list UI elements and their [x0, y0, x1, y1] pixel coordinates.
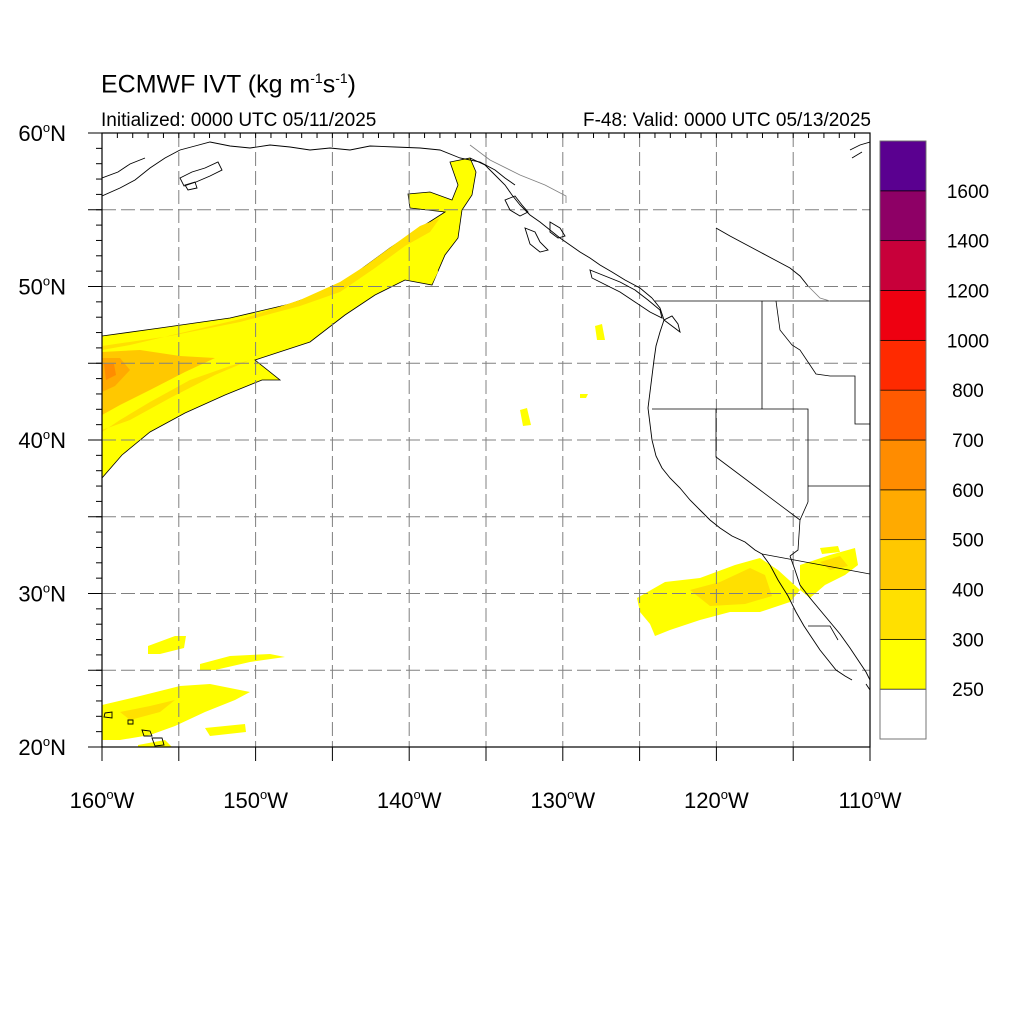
colorbar: 250 300 400 500 600 700 800 1000 1200 1400 1600 — [879, 140, 989, 740]
x-tick-label: 120oW — [684, 787, 749, 813]
colorbar-box — [879, 240, 927, 291]
colorbar-box — [879, 489, 927, 541]
initialized-time: Initialized: 0000 UTC 05/11/2025 — [101, 110, 377, 131]
colorbar-frame — [879, 140, 927, 740]
map-title: ECMWF IVT (kg m-1s-1) — [101, 70, 356, 99]
x-tick-label: 110oW — [838, 787, 901, 813]
colorbar-label: 400 — [952, 581, 984, 602]
x-tick-label: 140oW — [377, 787, 442, 813]
valid-time: F-48: Valid: 0000 UTC 05/13/2025 — [583, 110, 871, 131]
colorbar-box — [879, 638, 927, 690]
colorbar-label: 1400 — [947, 232, 989, 253]
colorbar-label: 600 — [952, 481, 984, 502]
west-coast — [647, 297, 763, 555]
colorbar-label: 1000 — [947, 331, 989, 352]
colorbar-box — [879, 190, 927, 242]
colorbar-box — [879, 339, 927, 391]
x-tick-label: 130oW — [530, 787, 595, 813]
axis-tick-labels: 160oW 150oW 140oW 130oW 120oW 110oW 20oN 30oN 40… — [18, 120, 901, 813]
axis-ticks — [88, 132, 871, 761]
ivt-shading — [102, 157, 858, 747]
x-tick-label: 160oW — [70, 787, 135, 813]
colorbar-box — [879, 439, 927, 491]
ar-core-600 — [104, 364, 116, 380]
colorbar-box — [879, 389, 927, 441]
colorbar-box — [879, 539, 927, 590]
alaska-coast — [102, 141, 516, 197]
x-tick-label: 150oW — [223, 787, 288, 813]
colorbar-box — [879, 140, 927, 192]
colorbar-box — [879, 290, 927, 341]
hawaii-islands — [103, 711, 165, 747]
baja-coast — [761, 553, 853, 681]
colorbar-box — [879, 688, 927, 740]
ar-core-400 — [102, 350, 215, 415]
y-tick-label: 50oN — [18, 274, 66, 300]
colorbar-label: 700 — [952, 431, 984, 452]
y-tick-label: 60oN — [18, 120, 66, 146]
panhandle-coast — [469, 157, 653, 299]
colorbar-label: 800 — [952, 381, 984, 402]
colorbar-label: 1200 — [947, 282, 989, 303]
y-tick-label: 30oN — [18, 581, 66, 607]
colorbar-label: 1600 — [947, 182, 989, 203]
colorbar-label: 500 — [952, 531, 984, 552]
colorbar-label: 250 — [952, 680, 984, 701]
atmospheric-river — [102, 157, 477, 479]
colorbar-label: 300 — [952, 630, 984, 651]
ar-core-300 — [102, 218, 440, 432]
y-tick-label: 20oN — [18, 734, 66, 760]
colorbar-box — [879, 589, 927, 640]
gridlines — [102, 133, 870, 747]
state-boundaries — [652, 300, 870, 641]
y-tick-label: 40oN — [18, 427, 66, 453]
coastlines — [102, 141, 870, 691]
